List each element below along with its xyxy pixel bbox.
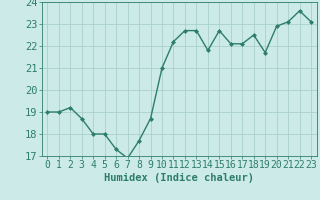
X-axis label: Humidex (Indice chaleur): Humidex (Indice chaleur) xyxy=(104,173,254,183)
